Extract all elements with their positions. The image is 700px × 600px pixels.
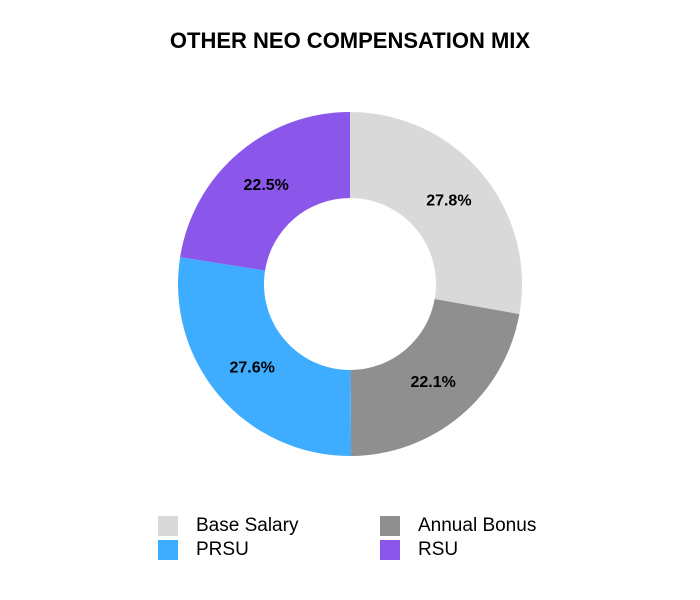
legend-label: Base Salary [196, 515, 299, 536]
legend-swatch [380, 516, 400, 536]
chart-title: OTHER NEO COMPENSATION MIX [170, 28, 530, 53]
donut-slice [178, 257, 352, 457]
legend-label: Annual Bonus [418, 515, 536, 536]
value-label: 22.1% [410, 374, 455, 391]
donut-slice [350, 112, 522, 315]
value-label: 27.8% [426, 192, 471, 209]
value-label: 22.5% [244, 177, 289, 194]
legend-label: RSU [418, 539, 458, 560]
legend-swatch [158, 516, 178, 536]
donut-slice [180, 112, 350, 271]
donut-slice [350, 299, 520, 456]
legend-label: PRSU [196, 539, 249, 560]
legend-swatch [380, 540, 400, 560]
value-label: 27.6% [229, 359, 274, 376]
legend-swatch [158, 540, 178, 560]
